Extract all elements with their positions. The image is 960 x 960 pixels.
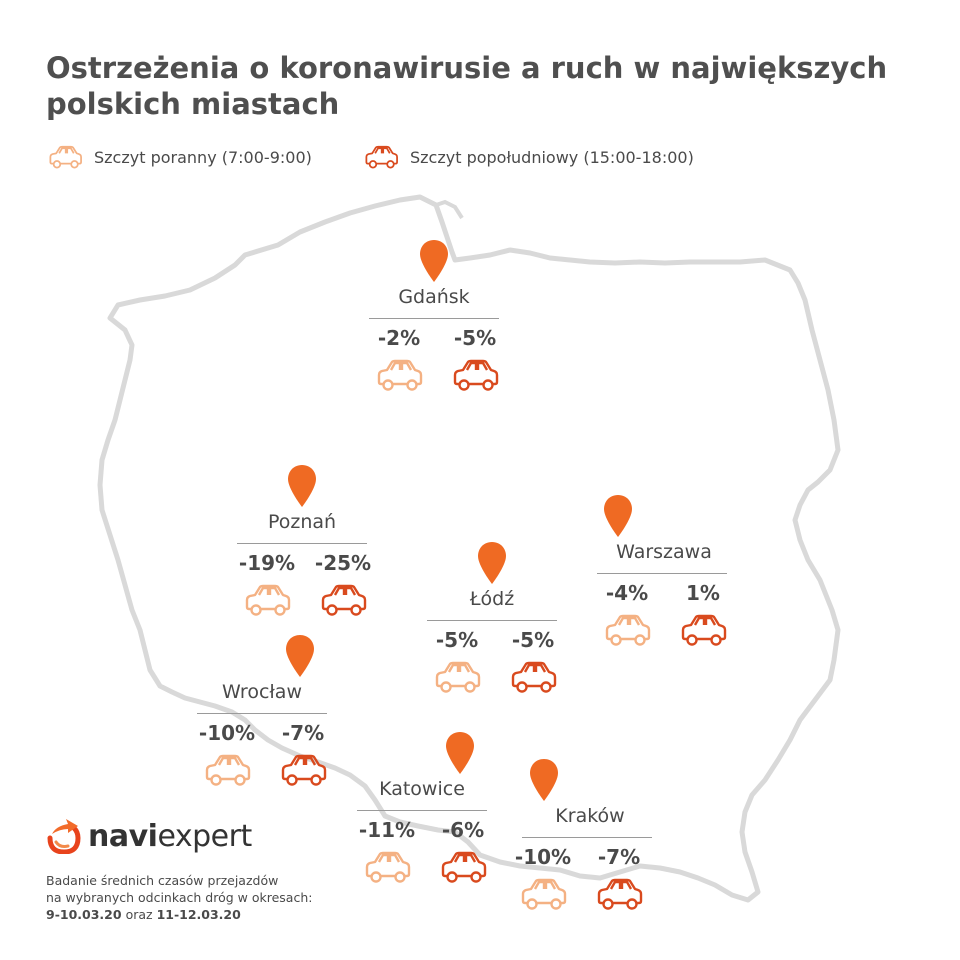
location-pin-icon: [420, 240, 448, 282]
logo-part-expert: expert: [157, 818, 252, 854]
car-evening-icon: [281, 754, 327, 786]
car-morning-icon: [365, 851, 411, 883]
footnote-line2: na wybranych odcinkach dróg w okresach:: [46, 890, 313, 905]
car-evening-icon: [597, 878, 643, 910]
logo-part-navi: navi: [88, 818, 158, 854]
morning-change: -2%: [377, 326, 421, 350]
car-morning-icon: [205, 754, 251, 786]
evening-change: -7%: [281, 721, 325, 745]
car-morning-icon: [435, 661, 481, 693]
car-morning-icon: [245, 584, 291, 616]
evening-change: -5%: [453, 326, 497, 350]
morning-change: -10%: [198, 721, 256, 745]
car-morning-icon: [605, 614, 651, 646]
city-divider: [369, 318, 499, 319]
footnote-line1: Badanie średnich czasów przejazdów: [46, 873, 279, 888]
morning-change: -4%: [605, 581, 649, 605]
country-border: [97, 194, 841, 903]
city-name: Łódź: [469, 588, 515, 610]
footnote: Badanie średnich czasów przejazdów na wy…: [46, 872, 312, 923]
legend-evening-label: Szczyt popołudniowy (15:00-18:00): [410, 147, 694, 167]
evening-change: -5%: [511, 628, 555, 652]
location-pin-icon: [446, 732, 474, 774]
car-evening-icon: [321, 584, 367, 616]
naviexpert-logo: naviexpert: [46, 818, 252, 854]
car-evening-icon: [681, 614, 727, 646]
city-name: Poznań: [267, 511, 337, 533]
city-divider: [237, 543, 367, 544]
car-evening-icon: [511, 661, 557, 693]
city-name: Kraków: [555, 805, 625, 827]
location-pin-icon: [286, 635, 314, 677]
footnote-dates1: 9-10.03.20: [46, 907, 122, 922]
car-morning-icon: [521, 878, 567, 910]
naviexpert-logo-icon: [47, 819, 81, 854]
morning-change: -11%: [358, 818, 416, 842]
location-pin-icon: [478, 542, 506, 584]
evening-change: -7%: [597, 845, 641, 869]
evening-change: -25%: [314, 551, 372, 575]
legend-morning-label: Szczyt poranny (7:00-9:00): [94, 147, 312, 167]
car-evening-icon: [441, 851, 487, 883]
footnote-conj: oraz: [125, 907, 153, 922]
location-pin-icon: [288, 465, 316, 507]
evening-change: 1%: [686, 581, 720, 605]
morning-change: -19%: [238, 551, 296, 575]
footnote-dates: 9-10.03.20 oraz 11-12.03.20: [46, 906, 312, 923]
car-evening-icon: [365, 145, 398, 169]
city-name: Wrocław: [222, 681, 302, 703]
morning-change: -10%: [514, 845, 572, 869]
car-morning-icon: [49, 145, 82, 169]
city-divider: [197, 713, 327, 714]
morning-change: -5%: [435, 628, 479, 652]
city-name: Katowice: [379, 778, 465, 800]
city-name: Gdańsk: [398, 286, 470, 308]
city-divider: [597, 573, 727, 574]
footnote-dates2: 11-12.03.20: [156, 907, 241, 922]
location-pin-icon: [604, 495, 632, 537]
city-divider: [522, 837, 652, 838]
car-morning-icon: [377, 359, 423, 391]
city-divider: [427, 620, 557, 621]
page-title: Ostrzeżenia o koronawirusie a ruch w naj…: [46, 51, 888, 121]
legend-evening: Szczyt popołudniowy (15:00-18:00): [362, 142, 694, 172]
hel-peninsula: [435, 199, 464, 220]
evening-change: -6%: [441, 818, 485, 842]
legend-morning: Szczyt poranny (7:00-9:00): [46, 142, 312, 172]
city-name: Warszawa: [616, 541, 712, 563]
logo-wordmark: naviexpert: [88, 819, 252, 854]
car-evening-icon: [453, 359, 499, 391]
city-divider: [357, 810, 487, 811]
location-pin-icon: [530, 759, 558, 801]
